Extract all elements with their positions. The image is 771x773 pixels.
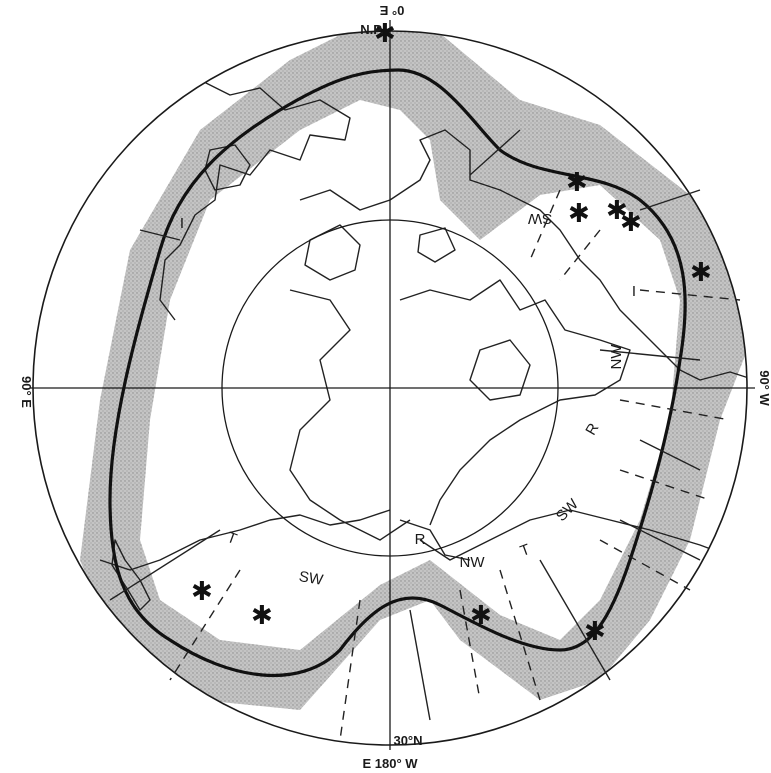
- zone-i-w: I: [180, 215, 184, 232]
- solid-ticks: [109, 129, 701, 721]
- coastline-japan: [111, 539, 151, 611]
- shaded-belt: [80, 31, 747, 710]
- zone-t-s: T: [518, 541, 532, 560]
- coastline-europe: [159, 79, 351, 321]
- label-lat30: 30°N: [393, 733, 422, 748]
- coastline-hudson: [469, 339, 531, 401]
- coastline-pacific-asia: [99, 509, 391, 571]
- coastline-north-america-south: [419, 509, 741, 561]
- star-marker: ✱: [251, 600, 273, 630]
- coastline-greenland: [289, 289, 411, 541]
- coastline-alaska: [399, 519, 471, 561]
- star-markers: ✱ ✱ ✱ ✱ ✱ ✱ ✱ ✱ ✱ ✱: [191, 18, 712, 646]
- zone-sw-s: SW: [298, 568, 326, 589]
- star-marker: ✱: [690, 257, 712, 287]
- coastline-arctic-islands: [304, 224, 456, 281]
- star-marker: ✱: [620, 207, 642, 237]
- zone-nw-s: NW: [460, 554, 486, 571]
- star-marker: ✱: [584, 616, 606, 646]
- zone-i-ne: I: [632, 283, 636, 300]
- zone-t-sw: T: [225, 529, 239, 548]
- star-marker: ✱: [606, 195, 628, 225]
- dashed-ticks: [169, 189, 741, 741]
- label-right: 90° W: [757, 370, 771, 406]
- zone-sw-se: SW: [553, 495, 583, 525]
- star-marker: ✱: [566, 167, 588, 197]
- label-pole: N.P.: [360, 22, 384, 37]
- zone-nw-e: NW: [608, 344, 625, 370]
- label-left: 90° E: [19, 376, 34, 408]
- coastline-canada: [399, 279, 631, 526]
- star-marker: ✱: [191, 576, 213, 606]
- zone-sw-ne: SW: [527, 210, 552, 227]
- label-bottom: E 180° W: [362, 756, 418, 771]
- label-top: 0° E: [379, 3, 404, 18]
- belt-axis-line: [108, 68, 687, 677]
- zone-r-s: R: [415, 531, 426, 548]
- star-marker: ✱: [470, 600, 492, 630]
- zone-r-e: R: [582, 420, 602, 438]
- coastline-asia-north: [299, 129, 747, 381]
- star-marker: ✱: [374, 18, 396, 48]
- star-marker: ✱: [568, 198, 590, 228]
